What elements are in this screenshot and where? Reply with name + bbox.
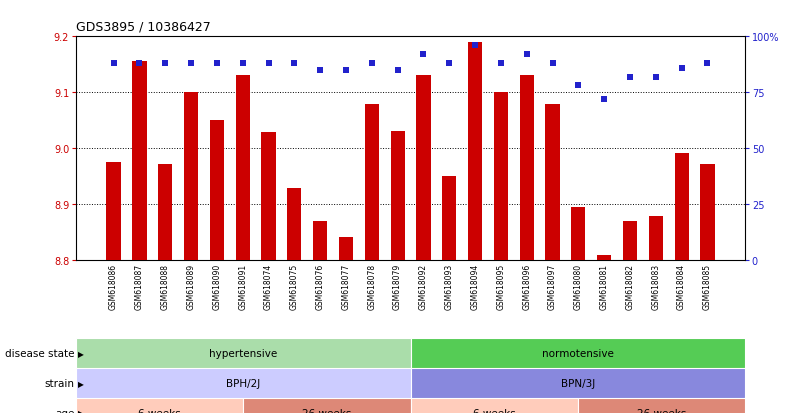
Bar <box>417 76 430 260</box>
Point <box>107 61 120 67</box>
Point <box>469 43 481 50</box>
Point <box>236 61 249 67</box>
Point <box>211 61 223 67</box>
Text: GDS3895 / 10386427: GDS3895 / 10386427 <box>76 20 211 33</box>
Bar <box>411 368 745 398</box>
Bar <box>76 398 244 413</box>
Point <box>288 61 300 67</box>
Text: 26 weeks: 26 weeks <box>302 408 352 413</box>
Bar <box>391 132 405 260</box>
Point <box>185 61 198 67</box>
Bar <box>261 133 276 260</box>
Point <box>572 83 585 90</box>
Bar <box>76 339 411 368</box>
Bar <box>364 105 379 260</box>
Bar <box>244 398 411 413</box>
Point <box>417 52 430 58</box>
Text: BPN/3J: BPN/3J <box>561 378 595 388</box>
Bar <box>649 217 663 260</box>
Bar <box>288 189 301 260</box>
Point <box>159 61 171 67</box>
Point <box>391 67 404 74</box>
Bar <box>674 153 689 260</box>
Point <box>675 65 688 72</box>
Point <box>314 67 327 74</box>
Point <box>494 61 507 67</box>
Text: hypertensive: hypertensive <box>209 349 277 358</box>
Bar <box>76 368 411 398</box>
Bar <box>411 398 578 413</box>
Bar <box>235 76 250 260</box>
Bar <box>313 221 328 260</box>
Point <box>623 74 636 81</box>
Point <box>133 61 146 67</box>
Point <box>365 61 378 67</box>
Point <box>340 67 352 74</box>
Text: strain: strain <box>45 378 74 388</box>
Text: age: age <box>55 408 74 413</box>
Text: 6 weeks: 6 weeks <box>139 408 181 413</box>
Bar <box>158 164 172 260</box>
Text: ▶: ▶ <box>78 379 83 388</box>
Text: normotensive: normotensive <box>541 349 614 358</box>
Bar <box>520 76 533 260</box>
Bar <box>545 105 560 260</box>
Bar <box>411 339 745 368</box>
Point <box>598 96 610 103</box>
Bar <box>107 163 121 260</box>
Bar <box>442 177 457 260</box>
Point <box>546 61 559 67</box>
Text: 6 weeks: 6 weeks <box>473 408 516 413</box>
Text: 26 weeks: 26 weeks <box>637 408 686 413</box>
Bar <box>700 164 714 260</box>
Text: ▶: ▶ <box>78 349 83 358</box>
Point <box>701 61 714 67</box>
Text: BPH/2J: BPH/2J <box>226 378 260 388</box>
Text: disease state: disease state <box>5 349 74 358</box>
Text: ▶: ▶ <box>78 408 83 413</box>
Bar <box>210 121 224 260</box>
Bar <box>184 93 198 260</box>
Bar <box>623 221 637 260</box>
Bar <box>597 256 611 260</box>
Bar <box>132 62 147 260</box>
Bar <box>578 398 745 413</box>
Point <box>521 52 533 58</box>
Bar <box>571 207 586 260</box>
Bar <box>339 238 353 260</box>
Point <box>443 61 456 67</box>
Point <box>262 61 275 67</box>
Point <box>650 74 662 81</box>
Bar <box>493 93 508 260</box>
Bar <box>468 43 482 260</box>
